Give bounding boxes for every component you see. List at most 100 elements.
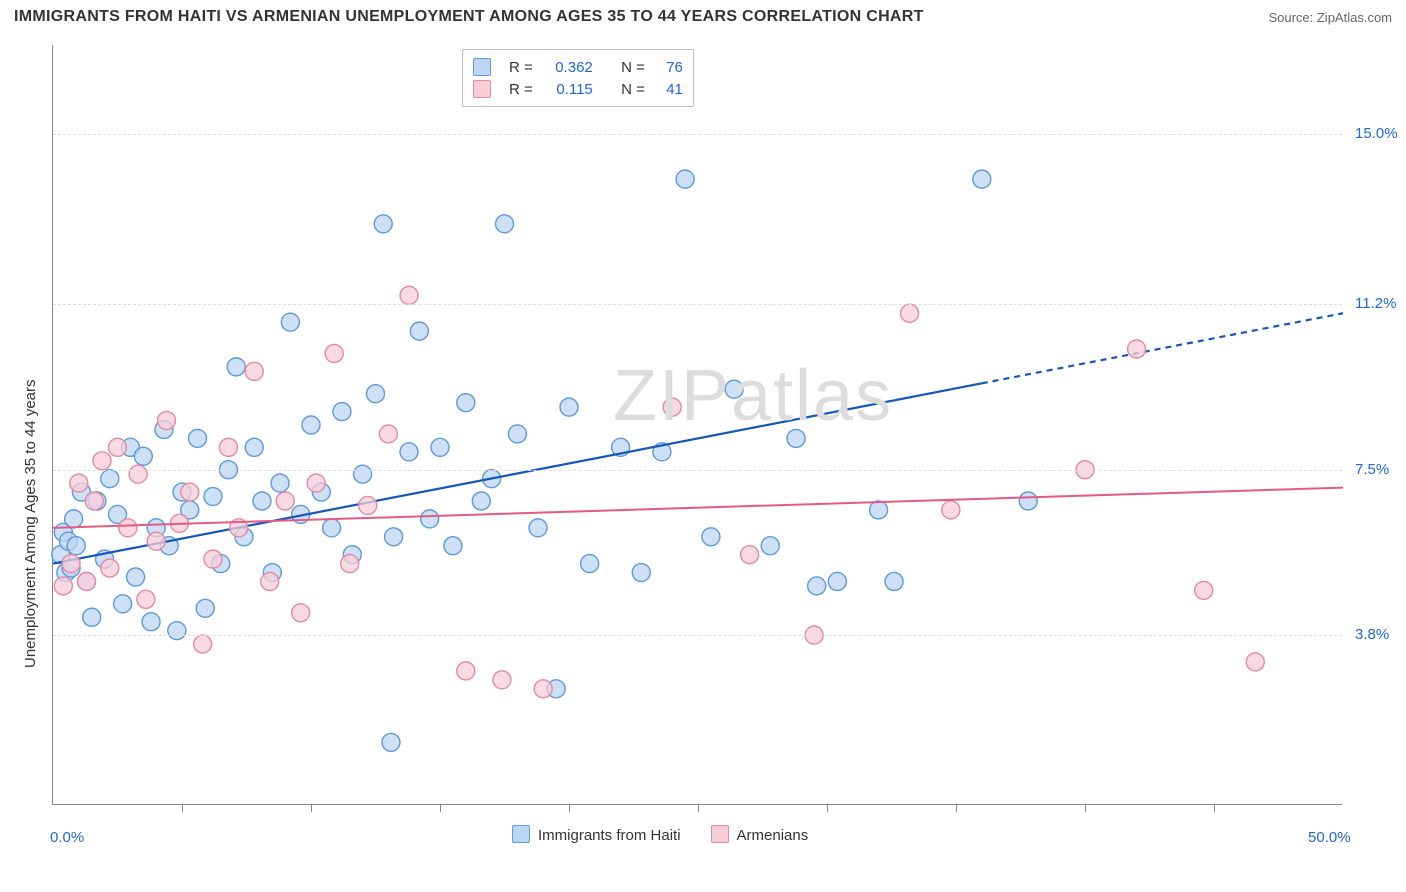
scatter-point (496, 215, 514, 233)
scatter-point (101, 559, 119, 577)
scatter-point (808, 577, 826, 595)
legend-item: Armenians (711, 825, 809, 844)
scatter-point (129, 465, 147, 483)
trend-line-dashed (982, 313, 1343, 383)
scatter-point (219, 438, 237, 456)
scatter-point (354, 465, 372, 483)
x-tick (1085, 804, 1086, 812)
legend-swatch (473, 80, 491, 98)
scatter-point (942, 501, 960, 519)
scatter-point (158, 412, 176, 430)
scatter-point (870, 501, 888, 519)
scatter-point (78, 572, 96, 590)
scatter-point (253, 492, 271, 510)
scatter-point (119, 519, 137, 537)
scatter-point (560, 398, 578, 416)
scatter-point (147, 532, 165, 550)
scatter-point (70, 474, 88, 492)
scatter-point (493, 671, 511, 689)
correlation-row: R = 0.115 N = 41 (473, 78, 683, 100)
scatter-point (114, 595, 132, 613)
scatter-point (1128, 340, 1146, 358)
x-tick (698, 804, 699, 812)
scatter-point (702, 528, 720, 546)
scatter-point (367, 385, 385, 403)
correlation-box: R = 0.362 N = 76R = 0.115 N = 41 (462, 49, 694, 107)
scatter-point (885, 572, 903, 590)
y-tick-label: 11.2% (1355, 295, 1396, 312)
scatter-point (204, 488, 222, 506)
y-tick-label: 3.8% (1355, 626, 1389, 643)
header-bar: IMMIGRANTS FROM HAITI VS ARMENIAN UNEMPL… (0, 0, 1406, 30)
scatter-point (62, 555, 80, 573)
scatter-point (1019, 492, 1037, 510)
scatter-point (276, 492, 294, 510)
scatter-point (333, 403, 351, 421)
scatter-point (457, 394, 475, 412)
scatter-point (85, 492, 103, 510)
scatter-point (323, 519, 341, 537)
scatter-point (245, 438, 263, 456)
scatter-point (359, 496, 377, 514)
scatter-point (663, 398, 681, 416)
scatter-point (632, 564, 650, 582)
scatter-point (302, 416, 320, 434)
scatter-point (137, 590, 155, 608)
scatter-point (431, 438, 449, 456)
scatter-point (292, 604, 310, 622)
scatter-point (457, 662, 475, 680)
scatter-point (188, 429, 206, 447)
scatter-point (168, 622, 186, 640)
scatter-point (529, 519, 547, 537)
plot-svg (53, 45, 1343, 805)
scatter-point (374, 215, 392, 233)
scatter-point (109, 438, 127, 456)
scatter-point (67, 537, 85, 555)
scatter-point (1195, 581, 1213, 599)
scatter-point (271, 474, 289, 492)
x-legend: Immigrants from Haiti Armenians (512, 825, 808, 844)
scatter-point (325, 344, 343, 362)
x-tick (569, 804, 570, 812)
x-tick (182, 804, 183, 812)
scatter-point (65, 510, 83, 528)
scatter-point (54, 577, 72, 595)
scatter-point (828, 572, 846, 590)
x-tick (956, 804, 957, 812)
scatter-point (261, 572, 279, 590)
scatter-plot: ZIPatlas 3.8%7.5%11.2%15.0% (52, 45, 1342, 805)
x-tick (827, 804, 828, 812)
scatter-point (281, 313, 299, 331)
scatter-point (400, 286, 418, 304)
scatter-point (341, 555, 359, 573)
x-tick (440, 804, 441, 812)
scatter-point (787, 429, 805, 447)
scatter-point (534, 680, 552, 698)
scatter-point (741, 546, 759, 564)
scatter-point (508, 425, 526, 443)
legend-item: Immigrants from Haiti (512, 825, 681, 844)
scatter-point (400, 443, 418, 461)
source-label: Source: ZipAtlas.com (1268, 10, 1392, 25)
scatter-point (83, 608, 101, 626)
scatter-point (127, 568, 145, 586)
trend-line (53, 383, 982, 563)
scatter-point (761, 537, 779, 555)
scatter-point (101, 470, 119, 488)
scatter-point (472, 492, 490, 510)
scatter-point (379, 425, 397, 443)
scatter-point (382, 733, 400, 751)
trend-line (53, 488, 1343, 528)
chart-title: IMMIGRANTS FROM HAITI VS ARMENIAN UNEMPL… (14, 8, 924, 26)
legend-swatch (473, 58, 491, 76)
y-tick-label: 7.5% (1355, 461, 1389, 478)
scatter-point (421, 510, 439, 528)
scatter-point (676, 170, 694, 188)
scatter-point (196, 599, 214, 617)
scatter-point (227, 358, 245, 376)
scatter-point (204, 550, 222, 568)
scatter-point (245, 362, 263, 380)
scatter-point (1246, 653, 1264, 671)
legend-swatch (711, 825, 729, 843)
scatter-point (725, 380, 743, 398)
